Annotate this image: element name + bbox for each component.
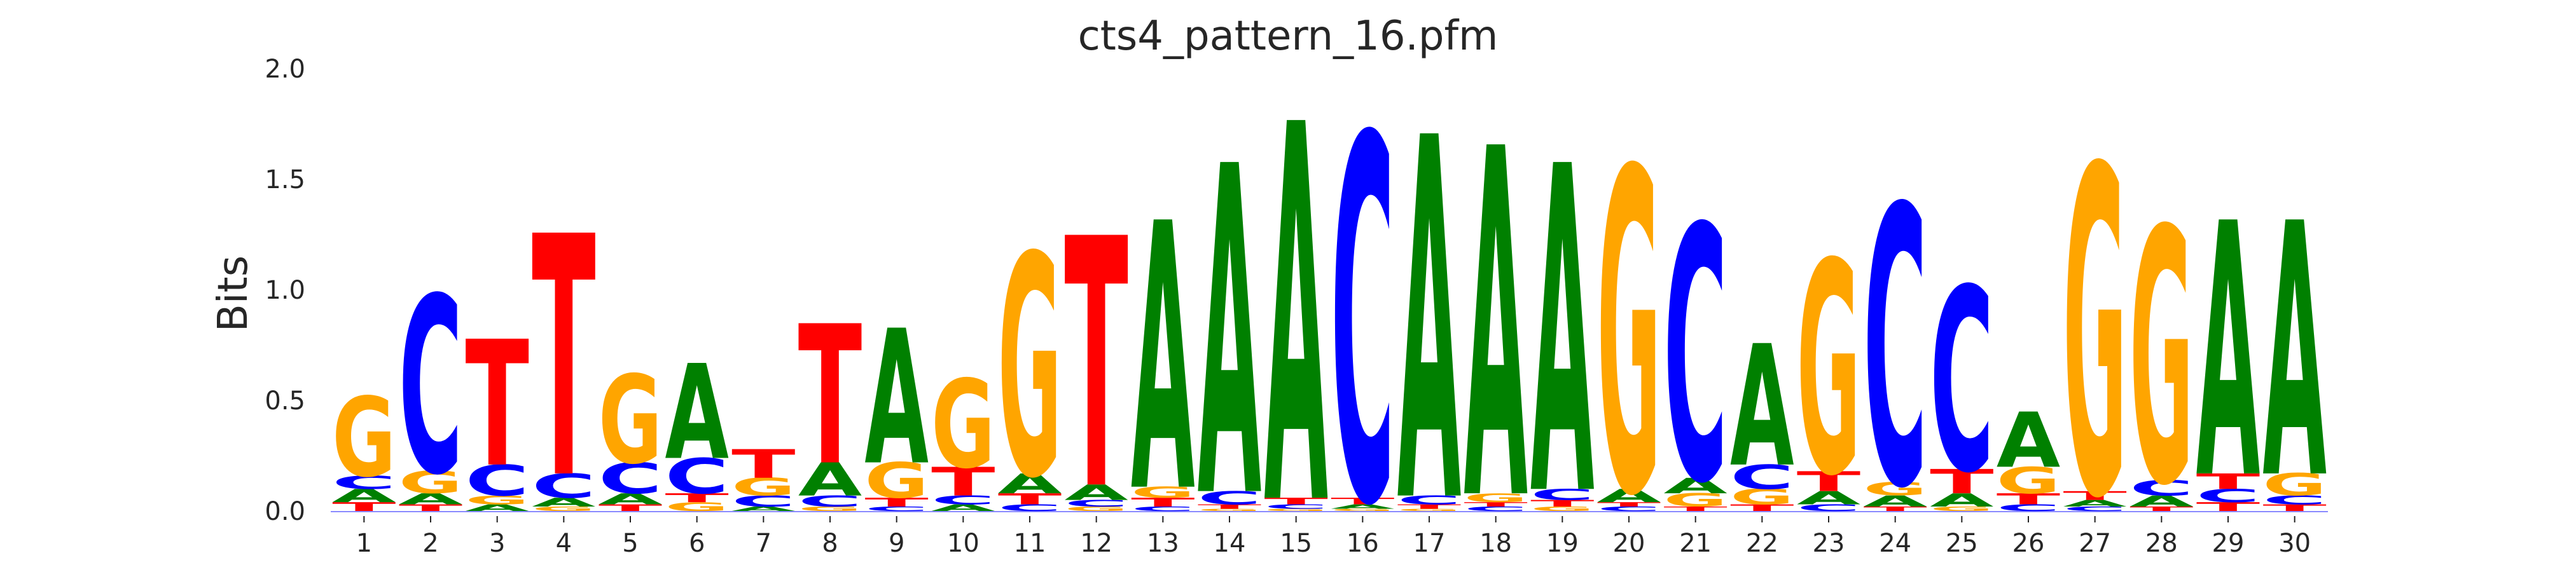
x-tick-label: 10 bbox=[947, 529, 980, 558]
x-tick-label: 19 bbox=[1546, 529, 1579, 558]
y-tick-label: 0.0 bbox=[265, 497, 305, 526]
x-tick-label: 21 bbox=[1679, 529, 1712, 558]
logo-letter-G: G bbox=[1597, 78, 1661, 572]
x-tick-label: 14 bbox=[1214, 529, 1246, 558]
logo-letter-G: G bbox=[1797, 201, 1860, 540]
logo-letter-A: A bbox=[1198, 73, 1262, 572]
x-tick-label: 25 bbox=[1946, 529, 1978, 558]
logo-letter-C: C bbox=[1663, 155, 1727, 561]
logo-letter-C: C bbox=[1930, 235, 1993, 528]
x-tick-label: 16 bbox=[1347, 529, 1379, 558]
logo-letter-G: G bbox=[931, 354, 995, 496]
logo-letter-G: G bbox=[998, 193, 1062, 546]
y-tick-label: 2.0 bbox=[265, 55, 305, 84]
x-tick-label: 20 bbox=[1613, 529, 1645, 558]
logo-letter-A: A bbox=[1997, 397, 2060, 485]
logo-letter-C: C bbox=[399, 246, 462, 529]
x-tick-label: 2 bbox=[422, 529, 438, 558]
x-tick-label: 17 bbox=[1413, 529, 1446, 558]
logo-letter-A: A bbox=[2196, 150, 2261, 556]
x-tick-label: 15 bbox=[1280, 529, 1312, 558]
y-axis-label: Bits bbox=[210, 255, 257, 332]
x-tick-label: 12 bbox=[1080, 529, 1112, 558]
y-tick-label: 1.0 bbox=[265, 276, 305, 305]
logo-letter-A: A bbox=[1730, 310, 1794, 504]
x-tick-label: 28 bbox=[2145, 529, 2178, 558]
y-tick-label: 0.5 bbox=[265, 386, 305, 416]
logo-letter-A: A bbox=[864, 292, 928, 507]
logo-letter-T: T bbox=[465, 304, 529, 506]
x-tick-label: 30 bbox=[2278, 529, 2311, 558]
x-tick-label: 9 bbox=[889, 529, 904, 558]
logo-letter-A: A bbox=[1264, 17, 1328, 572]
x-tick-label: 23 bbox=[1813, 529, 1845, 558]
logo-letter-A: A bbox=[665, 338, 728, 489]
logo-letter-stacks: TACGTAGC AGCTGACT TACGGTCAACGTGCATCTGAACTG… bbox=[332, 17, 2327, 572]
logo-letter-A: A bbox=[1131, 146, 1195, 572]
x-tick-label: 3 bbox=[489, 529, 505, 558]
x-tick-label: 26 bbox=[2012, 529, 2045, 558]
logo-letter-C: C bbox=[1863, 128, 1927, 572]
x-tick-label: 7 bbox=[756, 529, 772, 558]
y-axis-ticks: 0.0 0.5 1.0 1.5 2.0 bbox=[265, 55, 305, 526]
logo-letter-A: A bbox=[1397, 36, 1462, 572]
x-tick-label: 11 bbox=[1014, 529, 1046, 558]
logo-letter-T: T bbox=[532, 168, 596, 552]
logo-letter-G: G bbox=[332, 376, 396, 502]
x-tick-label: 1 bbox=[356, 529, 372, 558]
x-tick-label: 18 bbox=[1479, 529, 1512, 558]
logo-letter-A: A bbox=[1464, 50, 1528, 572]
x-tick-label: 13 bbox=[1147, 529, 1179, 558]
x-tick-label: 6 bbox=[689, 529, 705, 558]
logo-letter-T: T bbox=[798, 285, 862, 507]
x-tick-label: 22 bbox=[1746, 529, 1778, 558]
logo-letter-G: G bbox=[599, 350, 662, 491]
logo-letter-C: C bbox=[1331, 34, 1394, 572]
x-tick-label: 4 bbox=[556, 529, 572, 558]
logo-letter-T: T bbox=[731, 441, 795, 487]
x-tick-label: 8 bbox=[822, 529, 838, 558]
logo-letter-A: A bbox=[1530, 72, 1595, 572]
logo-letter-G: G bbox=[2063, 76, 2126, 572]
logo-letter-A: A bbox=[2262, 150, 2327, 556]
logo-letter-G: G bbox=[2129, 156, 2193, 562]
y-tick-label: 1.5 bbox=[265, 165, 305, 194]
x-tick-label: 27 bbox=[2079, 529, 2111, 558]
x-tick-label: 29 bbox=[2212, 529, 2245, 558]
logo-letter-T: T bbox=[1064, 167, 1128, 566]
x-tick-label: 5 bbox=[622, 529, 638, 558]
x-tick-label: 24 bbox=[1879, 529, 1911, 558]
